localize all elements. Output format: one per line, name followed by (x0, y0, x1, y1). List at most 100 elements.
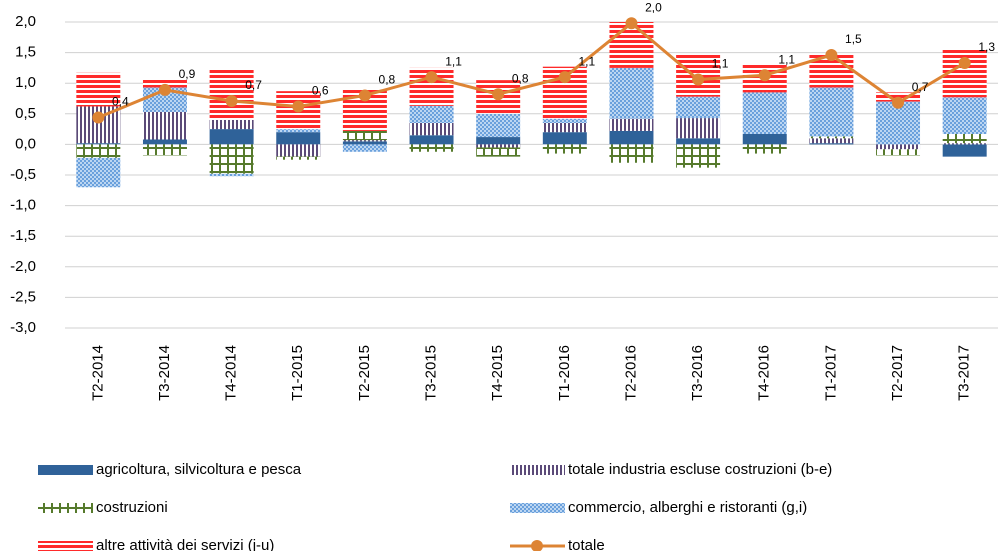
bar-segment (342, 140, 387, 142)
bar-segment (142, 144, 187, 156)
legend-label: totale industria escluse costruzioni (b-… (568, 461, 832, 478)
x-tick-label: T1-2016 (556, 345, 573, 401)
bar-segment (276, 129, 321, 133)
y-tick-label: -2,5 (10, 288, 36, 305)
y-tick-label: 0,5 (15, 105, 36, 122)
bar-segment (609, 144, 654, 163)
bar-segment (542, 132, 587, 145)
y-tick-label: -1,5 (10, 227, 36, 244)
y-tick-label: -1,0 (10, 197, 36, 214)
bar-segment (742, 92, 787, 134)
data-label: 1,1 (712, 57, 729, 71)
data-label: 0,6 (312, 84, 329, 98)
y-tick-label: 1,0 (15, 74, 36, 91)
line-marker (625, 17, 638, 30)
bar-segment (942, 143, 987, 145)
legend-swatch (510, 503, 565, 513)
data-label: 0,7 (912, 80, 929, 94)
bar-segment (676, 138, 721, 145)
line-marker (958, 57, 971, 70)
bar-segment (142, 111, 187, 140)
y-tick-label: -0,5 (10, 166, 36, 183)
bar-segment (409, 144, 454, 152)
bar-segment (609, 22, 654, 68)
x-tick-label: T2-2017 (889, 345, 906, 401)
bar-segment (942, 133, 987, 144)
bar-segment (742, 144, 787, 154)
line-marker (758, 69, 771, 82)
bar-segment (142, 139, 187, 145)
legend-swatch (38, 541, 93, 551)
data-label: 0,4 (112, 95, 129, 109)
x-tick-label: T3-2015 (423, 345, 440, 401)
x-tick-label: T2-2016 (622, 345, 639, 401)
bar-segment (209, 173, 254, 177)
bar-segment (676, 96, 721, 119)
legend-swatch (531, 540, 543, 551)
legend-swatch (38, 465, 93, 475)
bar-segment (876, 149, 921, 156)
bar-segment (209, 129, 254, 145)
bar-segment (542, 118, 587, 123)
line-marker (225, 94, 238, 107)
y-tick-label: -3,0 (10, 319, 36, 336)
legend-swatch (38, 503, 93, 513)
legend-label: totale (568, 537, 605, 551)
bar-segment (676, 118, 721, 139)
line-marker (292, 100, 305, 113)
data-label: 1,3 (978, 40, 995, 54)
legend-label: costruzioni (96, 499, 168, 516)
bar-segment (809, 87, 854, 137)
line-marker (358, 89, 371, 102)
bar-segment (809, 143, 854, 145)
bar-segment (209, 119, 254, 130)
bar-segment (876, 144, 921, 150)
x-tick-label: T3-2016 (689, 345, 706, 401)
bar-segment (409, 105, 454, 123)
bar-segment (342, 130, 387, 141)
bar-segment (609, 67, 654, 119)
data-label: 0,8 (512, 71, 529, 85)
line-marker (158, 83, 171, 96)
x-tick-label: T1-2015 (289, 345, 306, 401)
bar-segment (542, 144, 587, 154)
bar-segment (542, 122, 587, 133)
legend-swatch (510, 465, 565, 475)
line-marker (558, 71, 571, 84)
bar-segment (476, 137, 521, 145)
data-label: 2,0 (645, 0, 662, 14)
bar-segment (609, 118, 654, 131)
data-label: 1,5 (845, 32, 862, 46)
bar-segment (809, 136, 854, 139)
bar-segment (209, 69, 254, 120)
legend-label: commercio, alberghi e ristoranti (g,i) (568, 499, 807, 516)
bar-segment (342, 144, 387, 152)
data-label: 1,1 (778, 52, 795, 66)
line (97, 21, 966, 119)
x-tick-label: T2-2014 (89, 345, 106, 401)
bar-segment (76, 157, 121, 188)
y-tick-label: 0,0 (15, 135, 36, 152)
bar-segment (742, 133, 787, 145)
bar-segment (76, 143, 121, 145)
bar-segment (609, 130, 654, 145)
bar-segment (342, 141, 387, 145)
x-tick-label: T3-2017 (956, 345, 973, 401)
bar-segment (409, 122, 454, 136)
legend-label: altre attività dei servizi (j-u) (96, 537, 274, 551)
line-marker (825, 49, 838, 62)
line-marker (892, 96, 905, 109)
bar-segment (276, 156, 321, 160)
data-label: 0,8 (379, 73, 396, 87)
y-tick-label: 2,0 (15, 13, 36, 30)
line-marker (92, 111, 105, 124)
y-tick-label: -2,0 (10, 258, 36, 275)
bar-segment (276, 132, 321, 145)
x-tick-label: T4-2016 (756, 345, 773, 401)
x-tick-label: T4-2014 (223, 345, 240, 401)
bar-segment (476, 144, 521, 148)
data-label: 1,1 (578, 54, 595, 68)
bar-segment (476, 147, 521, 157)
x-tick-label: T1-2017 (822, 345, 839, 401)
